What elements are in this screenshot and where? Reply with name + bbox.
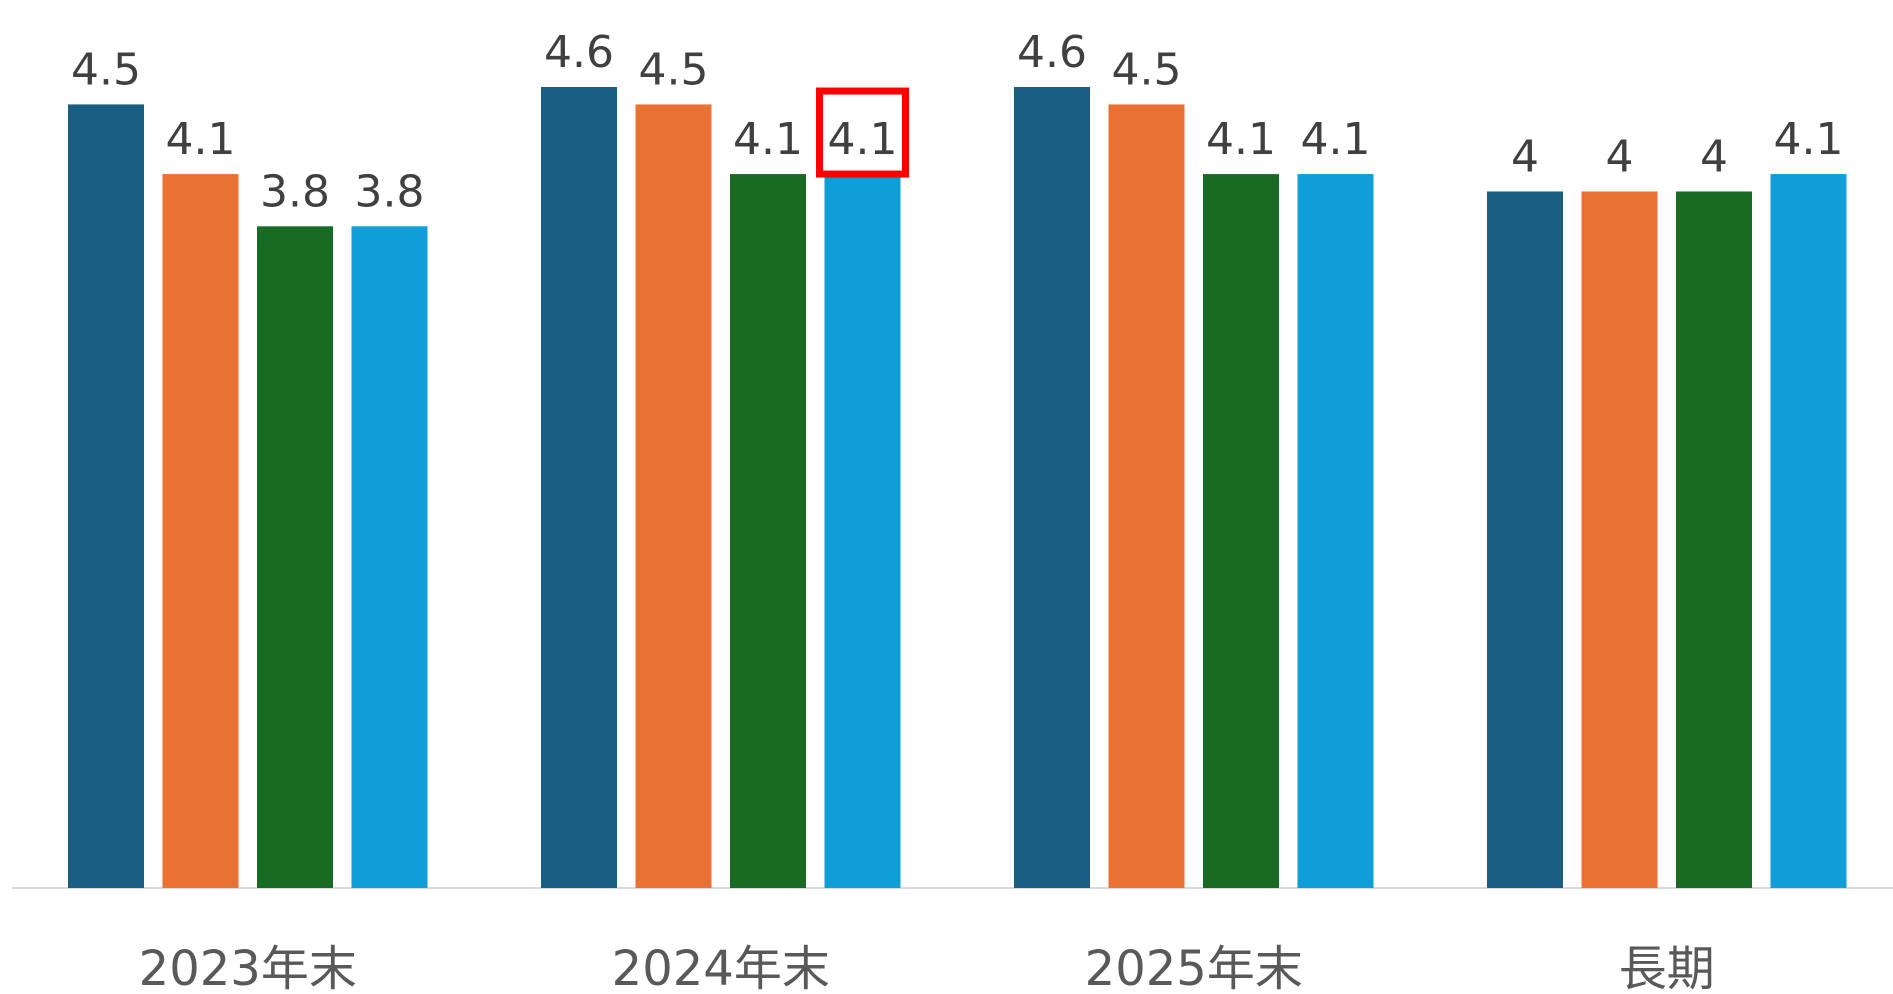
bar-1-2 (730, 174, 806, 889)
bar-2-1 (1108, 104, 1185, 889)
category-label-2: 2025年末 (1085, 941, 1303, 994)
value-label-0-1: 4.1 (166, 114, 236, 165)
value-label-1-3: 4.1 (828, 114, 898, 165)
value-labels-layer: 4.54.13.8 3.84.6 4.54.1 4.14.6 4.54.1 4.1 4 4 4 4… (71, 27, 1843, 217)
category-label-0: 2023年末 (139, 941, 357, 994)
value-label-2-0: 4.6 (1017, 27, 1087, 78)
bar-3-3 (1770, 174, 1847, 889)
bar-0-1 (162, 174, 239, 889)
value-label-2-1: 4.5 (1112, 44, 1182, 95)
bar-2-2 (1203, 174, 1279, 889)
bar-0-3 (351, 226, 428, 889)
category-label-3: 長期 (1619, 941, 1715, 994)
bar-3-1 (1581, 191, 1658, 888)
bars-layer (68, 87, 1847, 889)
category-label-1: 2024年末 (612, 941, 830, 994)
bar-3-2 (1676, 191, 1752, 888)
bar-1-1 (635, 104, 712, 889)
value-label-3-1: 4 (1606, 131, 1634, 182)
value-label-0-0: 4.5 (71, 44, 141, 95)
value-label-3-0: 4 (1511, 131, 1539, 182)
bar-1-3 (824, 174, 901, 889)
bar-3-0 (1487, 191, 1563, 888)
value-label-0-2: 3.8 (260, 166, 330, 217)
category-labels-layer: 2023年末 2024年末 2025年末 長期 (139, 941, 1715, 994)
value-label-1-0: 4.6 (544, 27, 614, 78)
bar-2-3 (1297, 174, 1374, 889)
value-label-3-3: 4.1 (1774, 114, 1844, 165)
value-label-1-1: 4.5 (639, 44, 709, 95)
value-label-2-2: 4.1 (1206, 114, 1276, 165)
bar-0-2 (257, 226, 333, 889)
value-label-2-3: 4.1 (1301, 114, 1371, 165)
value-label-1-2: 4.1 (733, 114, 803, 165)
bar-2-0 (1014, 87, 1090, 888)
bar-1-0 (541, 87, 617, 888)
value-label-0-3: 3.8 (355, 166, 425, 217)
value-label-3-2: 4 (1700, 131, 1728, 182)
highlight-box (816, 87, 909, 178)
bar-0-0 (68, 104, 144, 889)
